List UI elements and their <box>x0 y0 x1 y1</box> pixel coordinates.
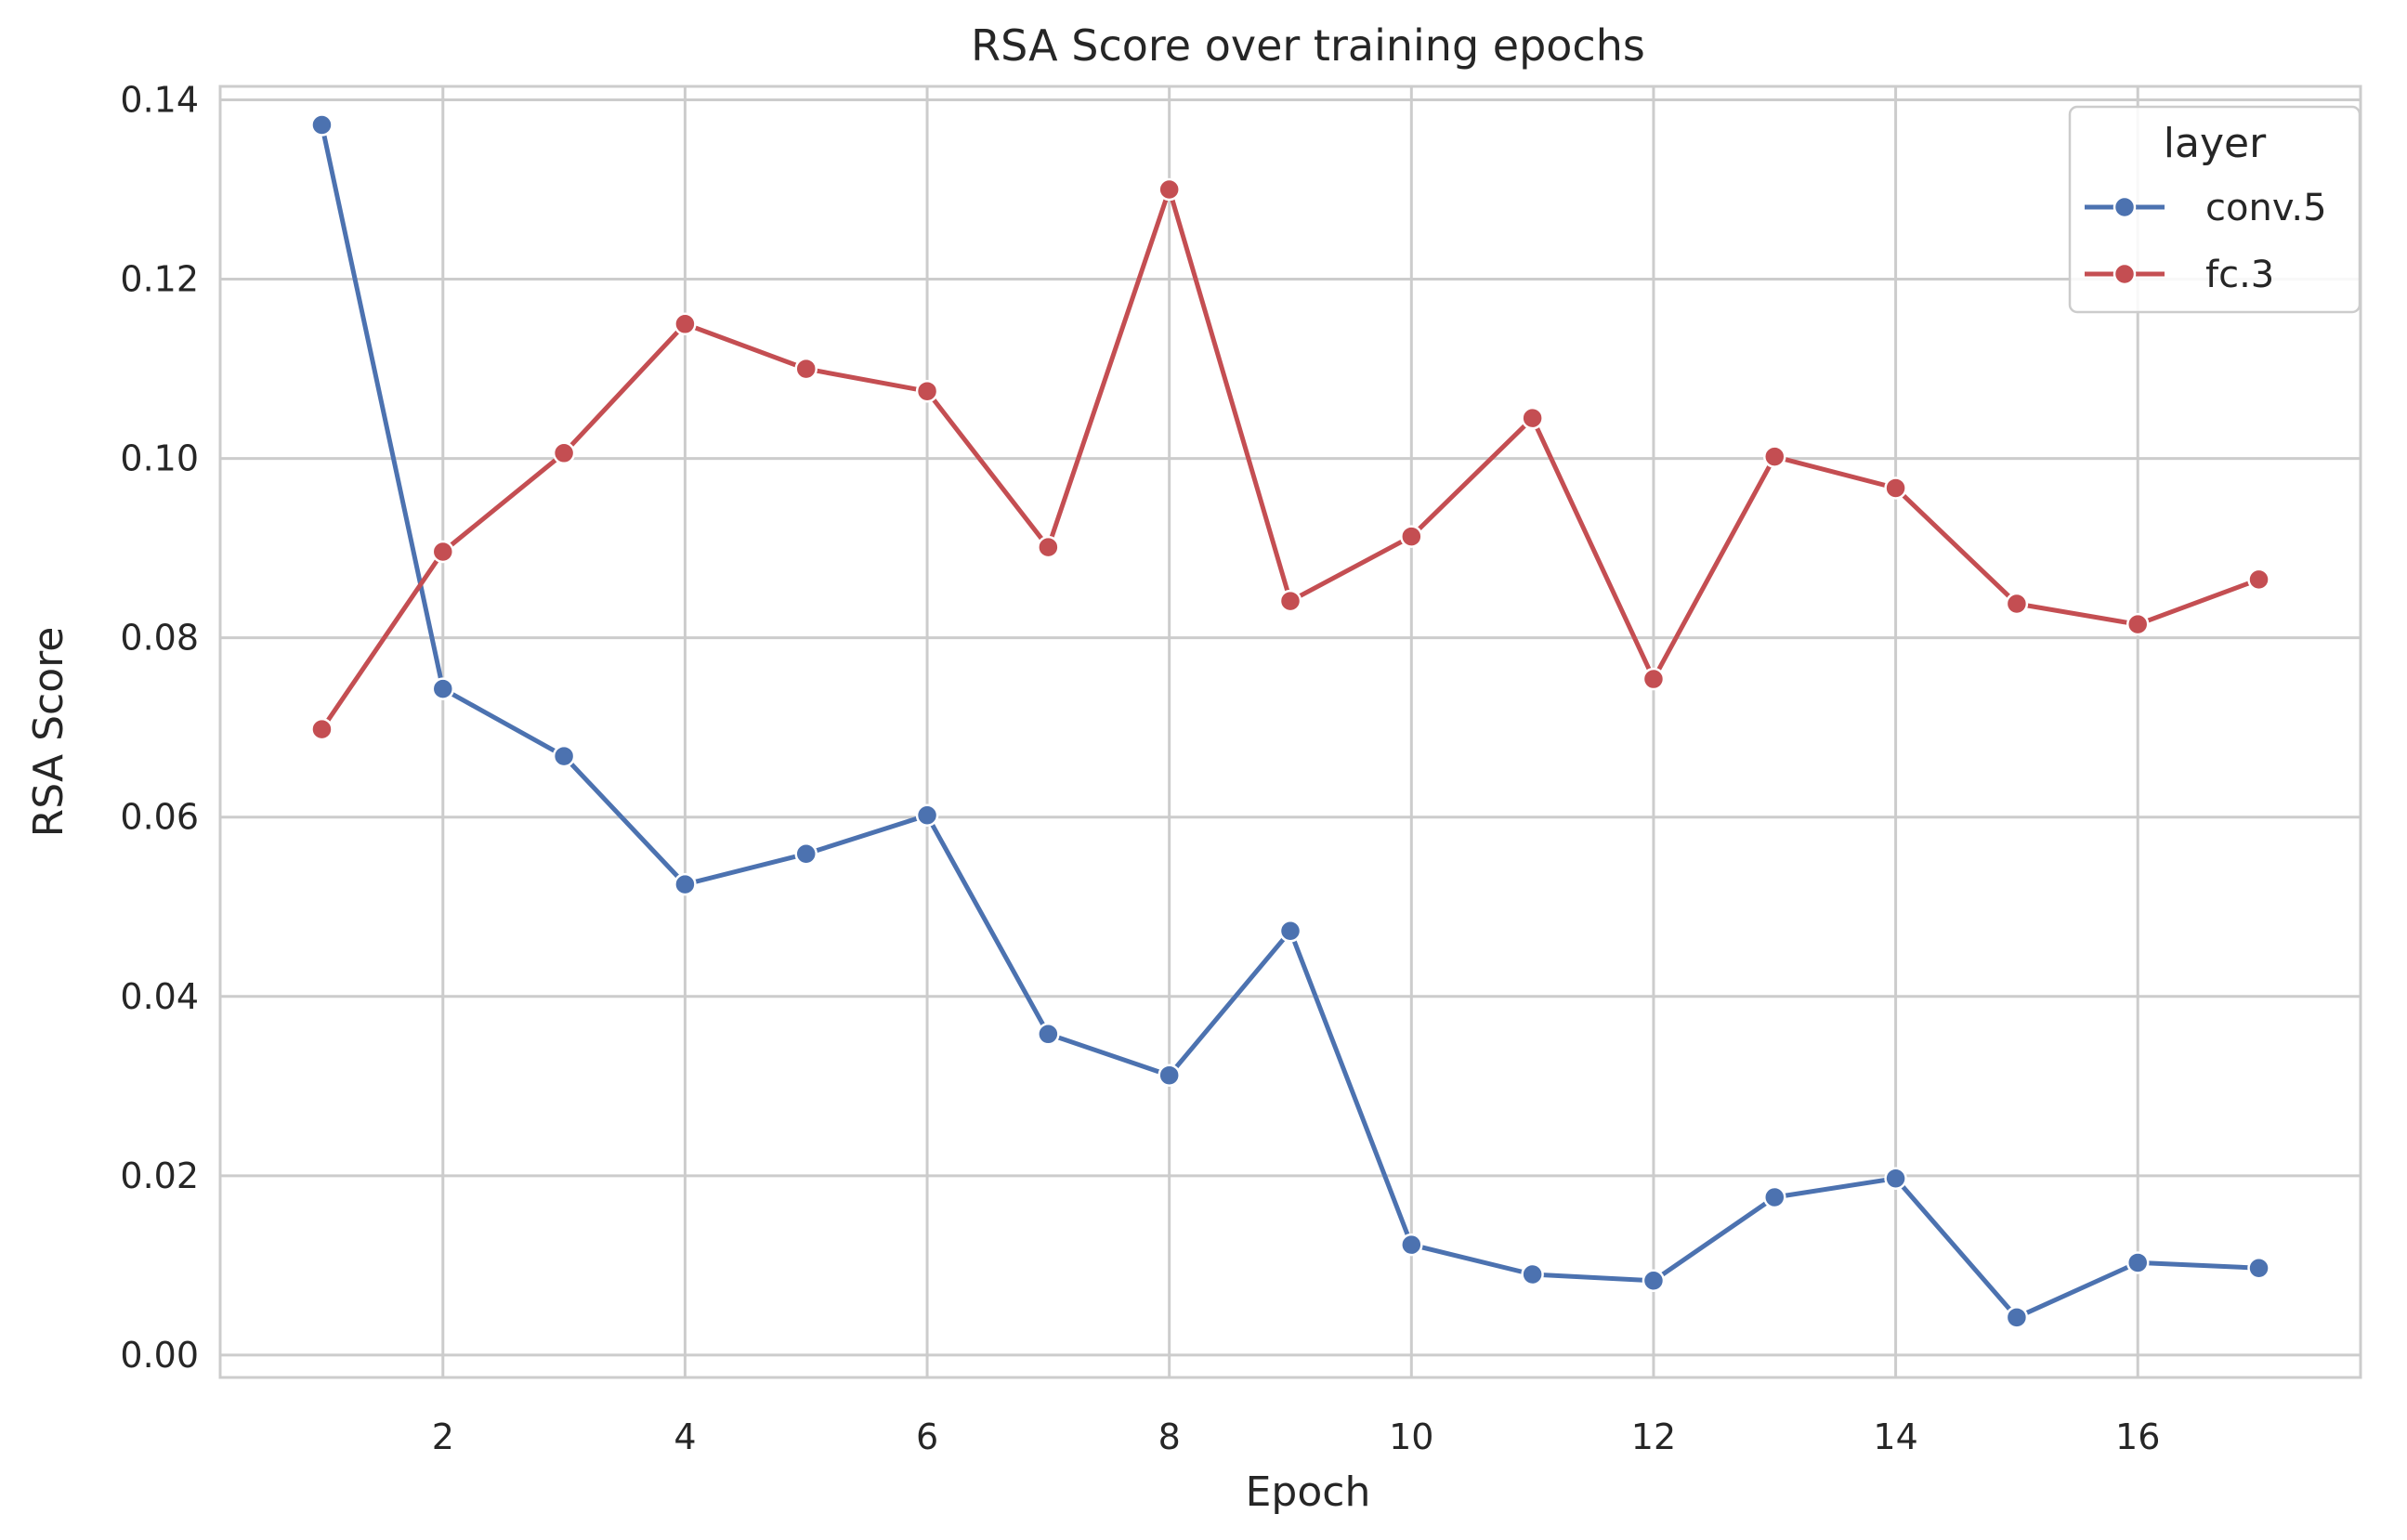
legend-items: conv.5 fc.3 <box>2085 187 2327 296</box>
data-point-fc-3 <box>1642 667 1666 691</box>
data-point-fc-3 <box>2005 592 2029 616</box>
data-point-fc-3 <box>431 540 455 564</box>
x-tick-label: 2 <box>432 1416 454 1457</box>
x-tick-label: 12 <box>1631 1416 1676 1457</box>
data-point-conv-5 <box>1400 1233 1423 1257</box>
data-point-conv-5 <box>1158 1064 1181 1087</box>
data-point-fc-3 <box>1884 476 1907 500</box>
x-tick-label: 8 <box>1158 1416 1181 1457</box>
y-tick-label: 0.02 <box>120 1155 199 1196</box>
y-tick-label: 0.06 <box>120 797 199 838</box>
data-point-conv-5 <box>674 872 697 896</box>
x-tick-label: 16 <box>2115 1416 2160 1457</box>
data-point-conv-5 <box>1884 1167 1907 1190</box>
data-point-conv-5 <box>1642 1269 1666 1292</box>
data-point-conv-5 <box>915 803 939 828</box>
data-point-fc-3 <box>1158 177 1181 202</box>
chart-title: RSA Score over training epochs <box>971 20 1645 71</box>
data-point-fc-3 <box>1763 445 1786 468</box>
data-point-fc-3 <box>310 717 334 741</box>
legend: layer conv.5 fc.3 <box>2068 105 2361 314</box>
y-axis-label: RSA Score <box>25 627 72 838</box>
x-tick-label: 4 <box>674 1416 696 1457</box>
data-point-conv-5 <box>2247 1256 2270 1280</box>
data-point-conv-5 <box>431 677 455 700</box>
y-tick-label: 0.12 <box>120 259 199 300</box>
data-point-fc-3 <box>1278 589 1302 613</box>
data-point-fc-3 <box>552 441 576 465</box>
data-point-fc-3 <box>2126 612 2150 636</box>
data-point-conv-5 <box>794 842 818 866</box>
legend-marker-fc-3 <box>2113 262 2137 286</box>
data-point-fc-3 <box>1400 525 1423 548</box>
legend-label-conv-5: conv.5 <box>2205 187 2327 229</box>
series-layer <box>310 113 2270 1329</box>
data-point-conv-5 <box>2126 1251 2150 1274</box>
y-tick-label: 0.04 <box>120 976 199 1017</box>
data-point-fc-3 <box>674 312 697 336</box>
y-tick-label: 0.10 <box>120 438 199 479</box>
legend-box <box>2068 105 2361 314</box>
plot-frame <box>218 85 2362 1379</box>
series-line-conv-5 <box>320 123 2261 1320</box>
data-point-conv-5 <box>310 113 334 137</box>
data-point-fc-3 <box>794 357 818 381</box>
y-axis-ticks: 0.00 0.02 0.04 0.06 0.08 0.10 0.12 0.14 <box>120 79 199 1375</box>
data-point-conv-5 <box>2005 1306 2029 1329</box>
data-point-fc-3 <box>915 379 939 403</box>
x-tick-label: 10 <box>1389 1416 1433 1457</box>
x-tick-label: 14 <box>1873 1416 1917 1457</box>
y-tick-label: 0.14 <box>120 79 199 120</box>
x-axis-ticks: 2 4 6 8 10 12 14 16 <box>432 1416 2161 1457</box>
data-point-conv-5 <box>1521 1262 1544 1286</box>
data-point-conv-5 <box>1763 1185 1786 1209</box>
x-axis-label: Epoch <box>1246 1468 1371 1516</box>
data-point-fc-3 <box>2247 568 2270 592</box>
gridlines <box>220 86 2361 1377</box>
legend-label-fc-3: fc.3 <box>2205 254 2274 296</box>
y-tick-label: 0.08 <box>120 618 199 659</box>
legend-title: layer <box>2164 120 2267 167</box>
legend-marker-conv-5 <box>2113 195 2137 219</box>
data-point-conv-5 <box>552 744 576 768</box>
y-tick-label: 0.00 <box>120 1335 199 1376</box>
data-point-conv-5 <box>1278 920 1302 943</box>
data-point-conv-5 <box>1037 1023 1060 1046</box>
data-point-fc-3 <box>1521 406 1544 430</box>
x-tick-label: 6 <box>916 1416 938 1457</box>
data-point-fc-3 <box>1037 535 1060 559</box>
